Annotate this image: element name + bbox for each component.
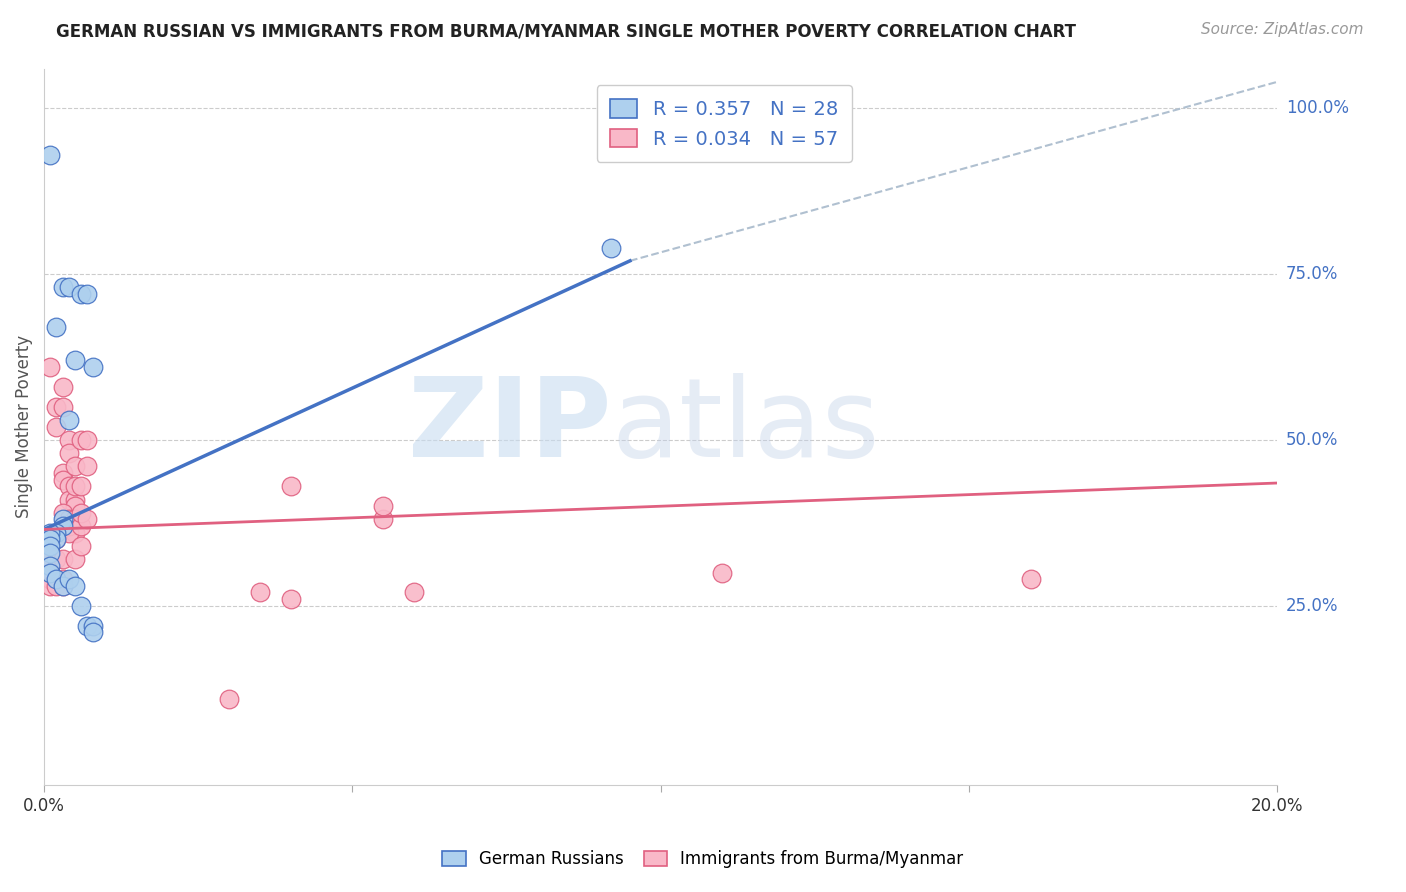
Point [39,539,62,553]
Point [63,492,86,507]
Point [52,473,75,487]
Point [45,552,67,566]
Point [1019,572,1042,586]
Point [39,359,62,374]
Point [39,539,62,553]
Y-axis label: Single Mother Poverty: Single Mother Poverty [15,335,32,518]
Point [39,546,62,560]
Point [600,241,623,255]
Point [52,579,75,593]
Point [63,353,86,368]
Point [39,558,62,573]
Point [373,512,395,526]
Point [711,566,734,580]
Point [70,599,93,613]
Point [52,579,75,593]
Point [70,519,93,533]
Point [39,533,62,547]
Text: ZIP: ZIP [408,373,612,480]
Point [52,552,75,566]
Point [280,592,302,607]
Point [52,400,75,414]
Point [63,479,86,493]
Point [39,572,62,586]
Point [76,459,98,474]
Point [63,459,86,474]
Point [63,500,86,514]
Text: 100.0%: 100.0% [1286,99,1348,118]
Point [82,618,104,632]
Point [76,512,98,526]
Point [39,552,62,566]
Point [52,512,75,526]
Text: GERMAN RUSSIAN VS IMMIGRANTS FROM BURMA/MYANMAR SINGLE MOTHER POVERTY CORRELATIO: GERMAN RUSSIAN VS IMMIGRANTS FROM BURMA/… [56,22,1076,40]
Point [58,572,80,586]
Point [76,618,98,632]
Point [280,479,302,493]
Point [249,585,271,599]
Point [63,579,86,593]
Text: 25.0%: 25.0% [1286,597,1339,615]
Point [52,280,75,294]
Point [39,566,62,580]
Point [76,433,98,447]
Point [52,380,75,394]
Point [45,533,67,547]
Point [39,533,62,547]
Point [58,446,80,460]
Point [58,479,80,493]
Point [45,525,67,540]
Point [218,691,240,706]
Point [39,566,62,580]
Legend: German Russians, Immigrants from Burma/Myanmar: German Russians, Immigrants from Burma/M… [436,844,970,875]
Point [82,359,104,374]
Point [58,492,80,507]
Text: 50.0%: 50.0% [1286,431,1339,449]
Point [58,413,80,427]
Point [45,419,67,434]
Point [70,433,93,447]
Point [82,625,104,640]
Point [63,519,86,533]
Point [39,147,62,161]
Point [70,287,93,301]
Point [45,400,67,414]
Point [52,466,75,480]
Point [45,572,67,586]
Point [52,572,75,586]
Point [58,512,80,526]
Point [63,512,86,526]
Point [70,539,93,553]
Point [39,525,62,540]
Legend: R = 0.357   N = 28, R = 0.034   N = 57: R = 0.357 N = 28, R = 0.034 N = 57 [596,86,852,162]
Point [76,287,98,301]
Text: atlas: atlas [612,373,880,480]
Point [45,579,67,593]
Point [70,479,93,493]
Point [52,519,75,533]
Point [39,546,62,560]
Point [39,558,62,573]
Point [45,320,67,334]
Point [404,585,426,599]
Point [52,506,75,520]
Point [63,552,86,566]
Point [58,525,80,540]
Point [58,519,80,533]
Point [45,572,67,586]
Point [63,525,86,540]
Point [70,506,93,520]
Point [39,579,62,593]
Text: 75.0%: 75.0% [1286,265,1339,283]
Point [373,500,395,514]
Point [58,433,80,447]
Point [45,525,67,540]
Point [45,533,67,547]
Point [58,280,80,294]
Text: Source: ZipAtlas.com: Source: ZipAtlas.com [1201,22,1364,37]
